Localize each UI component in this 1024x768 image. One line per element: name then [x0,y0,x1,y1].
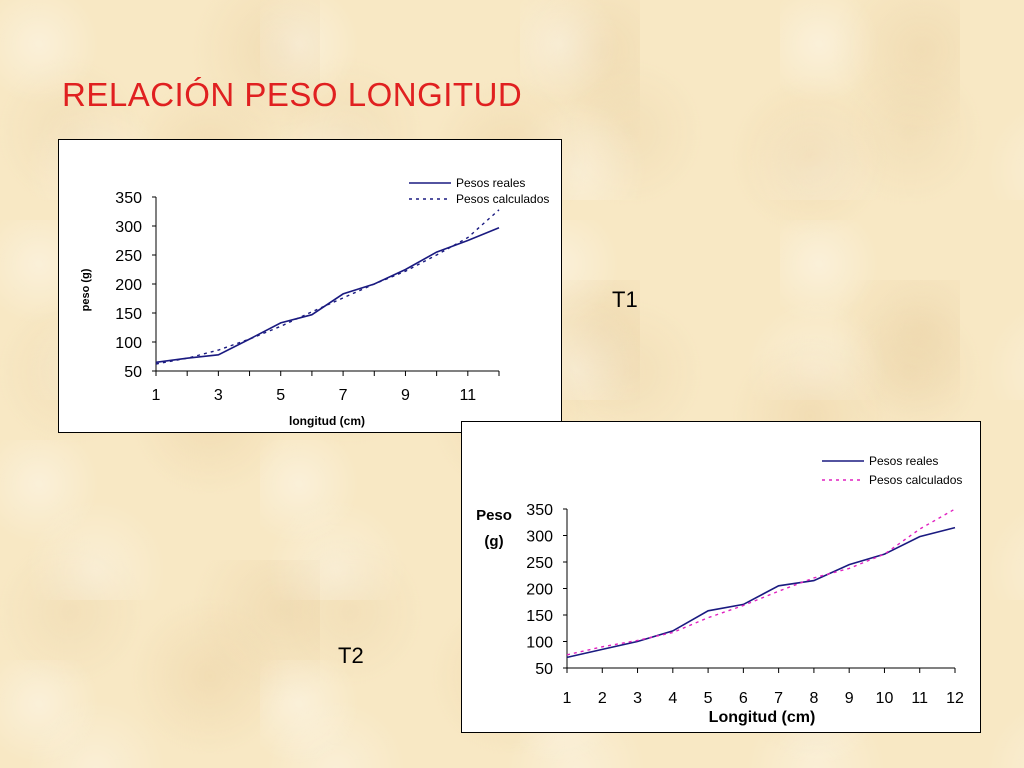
y-tick-label: 200 [526,582,553,599]
x-tick-label: 5 [704,690,713,707]
chart-panel-t2: 50 100 150 200 250 300 350 1 2 3 4 5 6 7 8 9 10 11 12 Longi… [461,421,981,733]
y-tick-label: 50 [535,661,553,678]
y-tick-label: 150 [115,306,142,323]
y-tick-label: 300 [115,219,142,236]
x-axis-label: longitud (cm) [289,414,365,428]
x-tick-label: 9 [401,387,410,404]
x-tick-label: 9 [845,690,854,707]
x-tick-label: 7 [774,690,783,707]
x-tick-label: 6 [739,690,748,707]
slide-title: RELACIÓN PESO LONGITUD [62,76,523,113]
y-tick-label: 100 [526,635,553,652]
y-tick-label: 150 [526,608,553,625]
y-tick-label: 50 [124,364,142,381]
x-tick-label: 4 [668,690,677,707]
y-tick-label: 350 [526,502,553,519]
x-tick-label: 1 [563,690,572,707]
y-tick-label: 300 [526,529,553,546]
y-tick-label: 100 [115,335,142,352]
legend-label: Pesos calculados [869,473,962,487]
x-tick-label: 11 [911,690,928,707]
y-axis-label-line1: Peso [476,507,512,524]
x-tick-label: 3 [214,387,223,404]
y-tick-label: 200 [115,277,142,294]
series-line-pesos-calculados [155,209,500,365]
chart-panel-t1: 50 100 150 200 250 300 350 1 3 5 7 9 11 longitud (cm)… [58,139,562,433]
x-tick-label: 7 [339,387,348,404]
y-axis-label: peso (g) [80,268,92,311]
y-tick-label: 350 [115,190,142,207]
x-tick-label: 11 [460,387,477,404]
x-tick-label: 5 [276,387,285,404]
x-tick-label: 12 [946,690,964,707]
chart-t1: 50 100 150 200 250 300 350 1 3 5 7 9 11 longitud (cm)… [80,176,549,428]
x-tick-label: 3 [633,690,642,707]
x-tick-label: 8 [809,690,818,707]
y-axis-label-line2: (g) [484,533,503,550]
x-tick-label: 1 [152,387,161,404]
chart-label-t2: T2 [338,643,364,668]
legend-label: Pesos reales [869,454,938,468]
y-tick-label: 250 [115,248,142,265]
y-tick-label: 250 [526,555,553,572]
legend-label: Pesos calculados [456,192,549,206]
x-axis-label: Longitud (cm) [709,709,816,726]
series-line-pesos-reales [155,226,500,364]
series-line-pesos-reales [566,526,956,659]
legend-label: Pesos reales [456,176,525,190]
x-tick-label: 10 [876,690,894,707]
x-tick-label: 2 [598,690,607,707]
series-line-pesos-calculados [566,508,956,656]
chart-label-t1: T1 [612,287,638,312]
